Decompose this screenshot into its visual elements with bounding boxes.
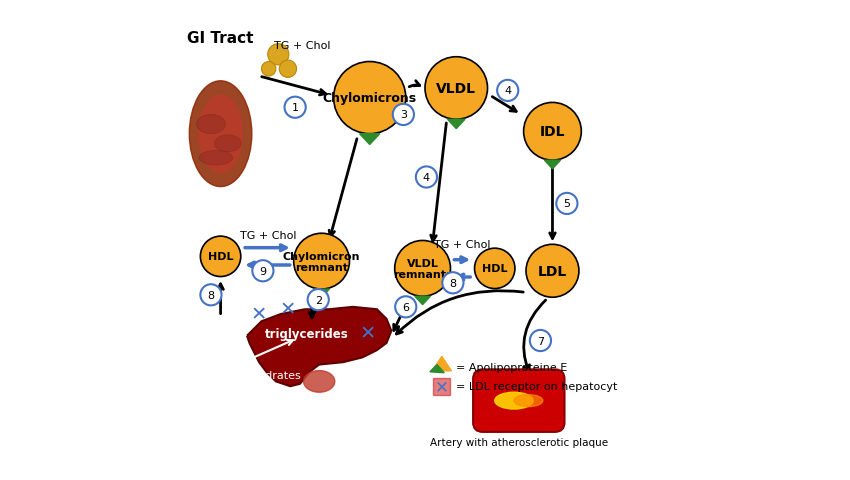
Text: 6: 6 xyxy=(402,302,409,312)
Circle shape xyxy=(416,167,437,188)
FancyBboxPatch shape xyxy=(473,370,564,432)
Polygon shape xyxy=(415,297,430,305)
Ellipse shape xyxy=(214,136,241,153)
Polygon shape xyxy=(432,357,451,371)
Text: HDL: HDL xyxy=(482,264,507,274)
Text: LDL: LDL xyxy=(538,264,567,278)
PathPatch shape xyxy=(247,307,391,386)
Text: TG + Chol: TG + Chol xyxy=(241,230,297,240)
Circle shape xyxy=(394,241,451,297)
Text: TG + Chol: TG + Chol xyxy=(274,41,331,50)
Circle shape xyxy=(474,249,515,289)
Ellipse shape xyxy=(199,151,233,166)
Ellipse shape xyxy=(514,395,543,407)
Circle shape xyxy=(252,261,274,282)
Polygon shape xyxy=(544,161,560,169)
Text: remnant: remnant xyxy=(295,263,348,273)
Polygon shape xyxy=(447,120,465,130)
Text: ✕: ✕ xyxy=(280,300,296,319)
Text: triglycerides: triglycerides xyxy=(265,327,349,340)
Circle shape xyxy=(268,45,289,66)
Circle shape xyxy=(262,62,276,77)
Polygon shape xyxy=(434,378,450,395)
Circle shape xyxy=(530,330,551,351)
Text: = Apolipoproteine E: = Apolipoproteine E xyxy=(456,362,568,372)
Circle shape xyxy=(285,97,306,119)
Text: VLDL: VLDL xyxy=(406,259,439,269)
Polygon shape xyxy=(430,365,445,373)
Circle shape xyxy=(333,62,405,134)
Circle shape xyxy=(201,237,241,277)
Text: 1: 1 xyxy=(292,103,298,113)
Circle shape xyxy=(201,285,222,306)
Text: 3: 3 xyxy=(400,110,407,120)
Text: FFA,
carbohydrates: FFA, carbohydrates xyxy=(221,359,302,380)
Circle shape xyxy=(524,103,581,161)
Text: 4: 4 xyxy=(423,173,430,182)
Text: remnants: remnants xyxy=(393,270,452,280)
Text: 7: 7 xyxy=(537,336,544,346)
Text: 2: 2 xyxy=(314,295,322,305)
Circle shape xyxy=(308,289,329,311)
Ellipse shape xyxy=(199,96,242,173)
Circle shape xyxy=(497,81,518,102)
Text: VLDL: VLDL xyxy=(436,82,476,96)
Circle shape xyxy=(395,297,416,318)
Circle shape xyxy=(442,273,463,294)
Ellipse shape xyxy=(190,82,252,187)
Ellipse shape xyxy=(303,371,335,393)
Text: 8: 8 xyxy=(450,278,456,288)
Circle shape xyxy=(393,105,414,126)
Polygon shape xyxy=(360,134,380,145)
Text: GI Tract: GI Tract xyxy=(187,31,254,46)
Text: TG + Chol: TG + Chol xyxy=(434,240,490,250)
Text: 9: 9 xyxy=(259,266,266,276)
Circle shape xyxy=(280,61,297,78)
Text: 5: 5 xyxy=(564,199,570,209)
Text: 4: 4 xyxy=(504,86,512,96)
Text: Chylomicron: Chylomicron xyxy=(283,252,360,262)
Circle shape xyxy=(556,193,577,215)
Text: Artery with atherosclerotic plaque: Artery with atherosclerotic plaque xyxy=(430,437,608,447)
Text: HDL: HDL xyxy=(207,252,233,262)
Ellipse shape xyxy=(196,115,225,134)
Text: ✕: ✕ xyxy=(359,324,376,343)
Text: ✕: ✕ xyxy=(251,305,267,324)
Text: ✕: ✕ xyxy=(435,377,449,396)
Ellipse shape xyxy=(495,393,533,409)
Text: Chylomicrons: Chylomicrons xyxy=(323,92,416,105)
Text: IDL: IDL xyxy=(540,125,565,139)
Text: 8: 8 xyxy=(207,290,214,300)
Circle shape xyxy=(294,234,349,289)
Polygon shape xyxy=(314,289,330,298)
Text: = LDL receptor on hepatocyt: = LDL receptor on hepatocyt xyxy=(456,382,618,391)
Circle shape xyxy=(425,58,488,120)
Circle shape xyxy=(526,245,579,298)
